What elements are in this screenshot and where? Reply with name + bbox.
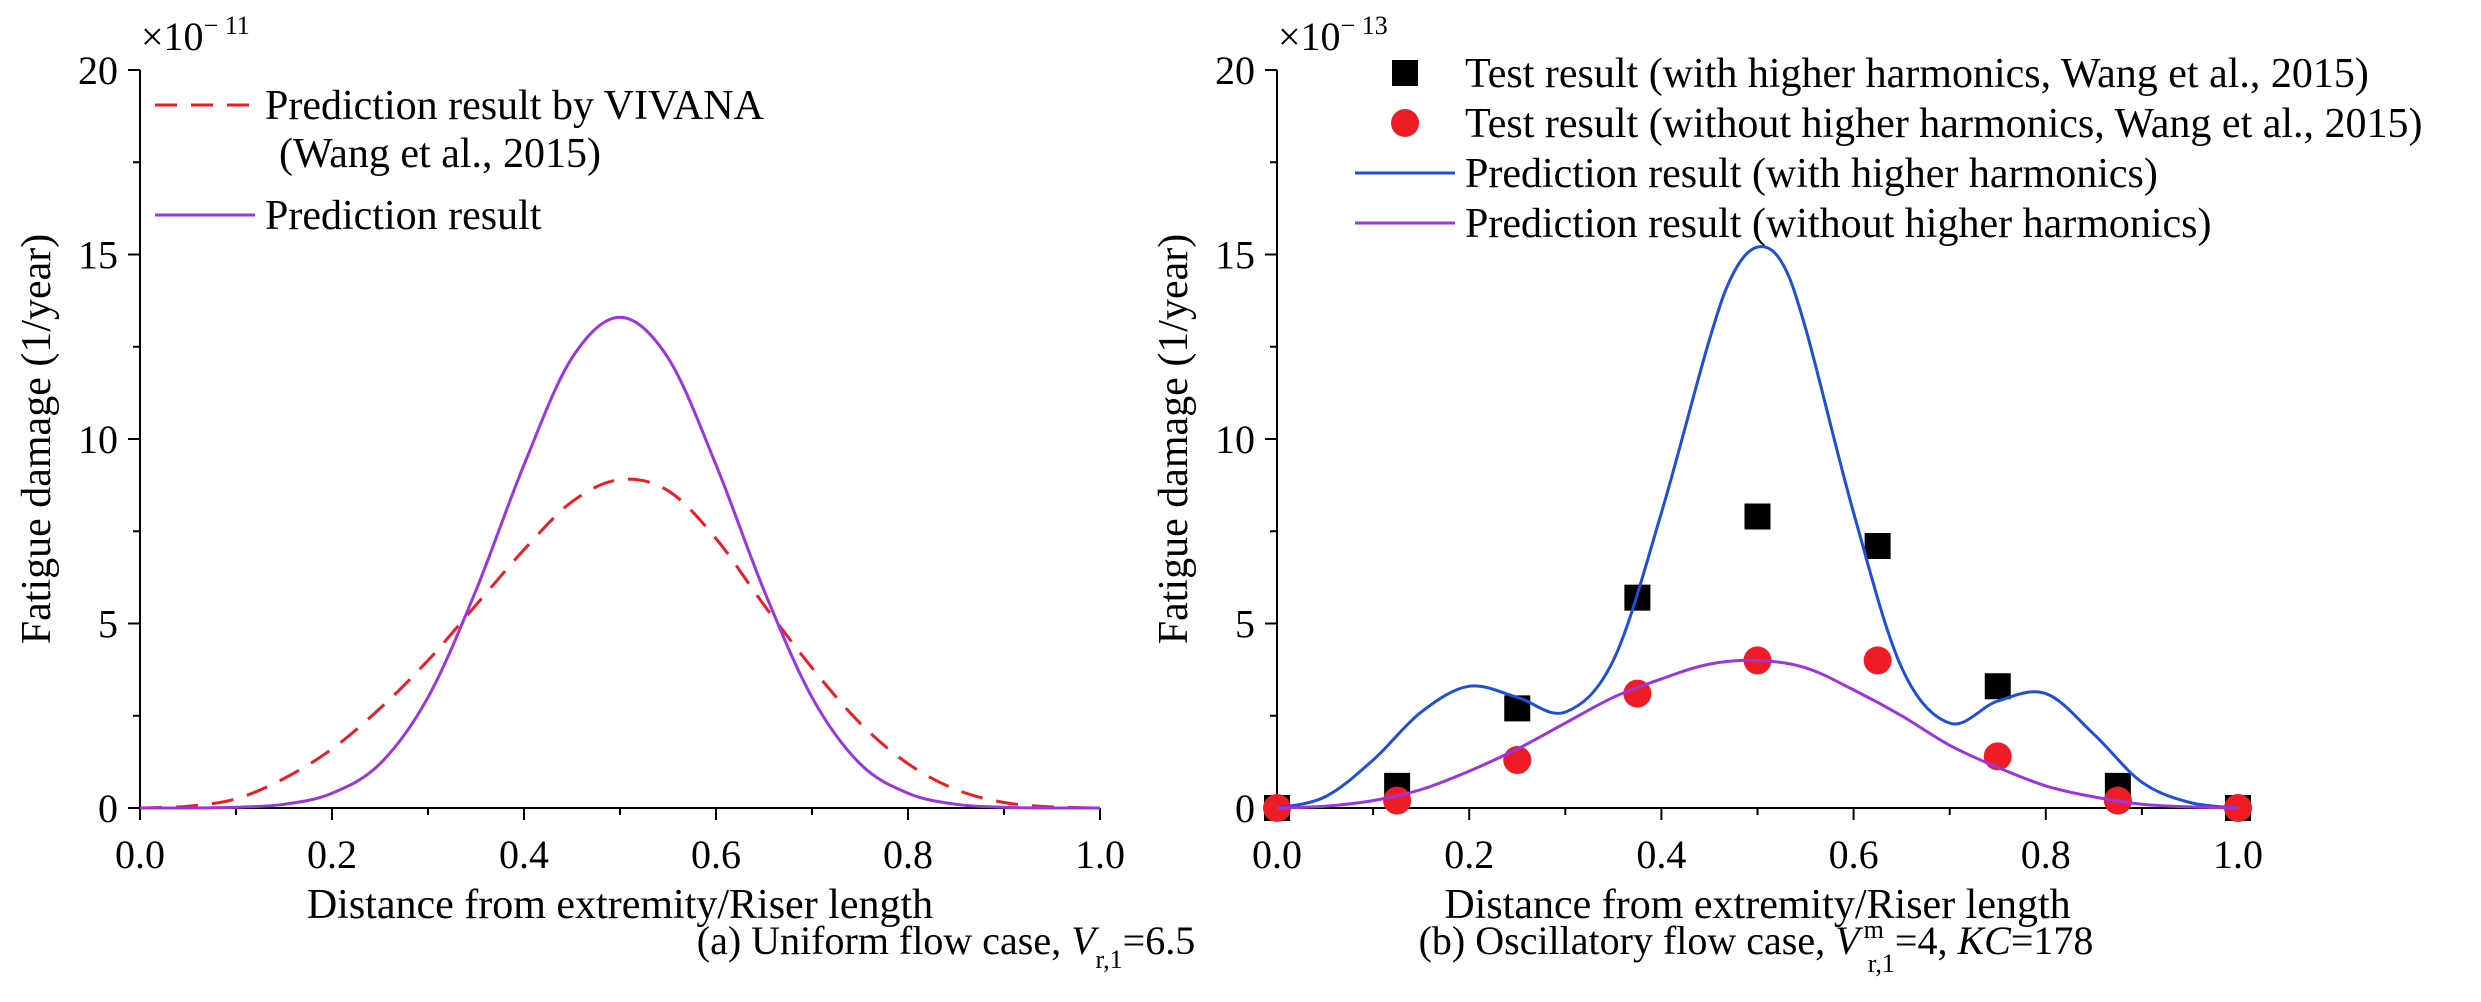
x-tick-label: 0.2 (307, 832, 357, 877)
series-line (140, 477, 1100, 810)
y-tick-label: 10 (1215, 417, 1255, 462)
panel-a: 0.0 0.2 0.4 0.6 0.8 1.0 0 5 10 15 20 ×10− 11 Distanc… (14, 11, 1195, 974)
y-tick-label: 10 (78, 417, 118, 462)
y-multiplier-exponent: − 11 (204, 11, 250, 40)
caption-variable-2: KC (1956, 918, 2012, 963)
data-point-square (1864, 533, 1891, 560)
y-tick-label: 20 (1215, 48, 1255, 93)
caption-suffix: =6.5 (1123, 918, 1196, 963)
panel-b: 0.0 0.2 0.4 0.6 0.8 1.0 0 5 10 15 20 ×10− 13 Distanc… (1151, 11, 2423, 978)
legend-label: Prediction result (with higher harmonics… (1465, 151, 2158, 197)
x-tick-label: 0.8 (2021, 832, 2071, 877)
y-tick-label: 5 (98, 602, 118, 647)
y-multiplier: ×10− 11 (141, 11, 250, 59)
series-line (1277, 245, 2238, 810)
legend-label: Prediction result (265, 193, 542, 239)
caption-subscript: r,1 (1868, 949, 1895, 978)
y-tick-label: 15 (1215, 233, 1255, 278)
x-tick-label: 0.0 (1252, 832, 1302, 877)
legend-label: Test result (with higher harmonics, Wang… (1465, 51, 2369, 97)
legend-label: Prediction result by VIVANA (265, 83, 765, 129)
x-tick-label: 1.0 (1075, 832, 1125, 877)
legend-label: Prediction result (without higher harmon… (1465, 201, 2212, 247)
data-point-square (1984, 673, 2011, 700)
y-multiplier-exponent: − 13 (1341, 11, 1388, 40)
caption-middle: =4, (1895, 918, 1958, 963)
x-tick-label: 0.6 (1829, 832, 1879, 877)
x-axis-label: Distance from extremity/Riser length (307, 882, 933, 928)
caption-subscript: r,1 (1096, 945, 1123, 974)
legend-label: Test result (without higher harmonics, W… (1465, 101, 2423, 147)
x-tick-label: 0.8 (883, 832, 933, 877)
y-multiplier: ×10− 13 (1278, 11, 1388, 59)
series-line (1277, 658, 2238, 810)
y-multiplier-base: ×10 (1278, 14, 1341, 59)
caption-prefix: (b) Oscillatory flow case, (1419, 918, 1836, 963)
y-tick-label: 0 (1235, 786, 1255, 831)
y-tick-label: 5 (1235, 602, 1255, 647)
y-tick-label: 15 (78, 233, 118, 278)
caption-prefix: (a) Uniform flow case, (697, 918, 1071, 963)
x-tick-label: 0.0 (115, 832, 165, 877)
x-tick-label: 0.4 (499, 832, 549, 877)
caption-variable: V (1071, 918, 1100, 963)
series-line (140, 315, 1100, 810)
x-tick-label: 0.2 (1444, 832, 1494, 877)
data-point-square (1744, 503, 1771, 530)
legend-swatch-circle (1391, 109, 1419, 137)
data-point-circle (1863, 646, 1892, 675)
y-tick-label: 0 (98, 786, 118, 831)
data-point-circle (1383, 786, 1412, 815)
x-tick-label: 0.6 (691, 832, 741, 877)
x-tick-label: 0.4 (1636, 832, 1686, 877)
x-tick-label: 1.0 (2213, 832, 2263, 877)
caption-variable: V (1835, 918, 1864, 963)
y-axis-label: Fatigue damage (1/year) (14, 234, 60, 644)
data-point-circle (1623, 679, 1652, 708)
y-tick-label: 20 (78, 48, 118, 93)
x-axis-label: Distance from extremity/Riser length (1444, 882, 2070, 928)
y-axis-label: Fatigue damage (1/year) (1151, 234, 1197, 644)
legend-label: (Wang et al., 2015) (279, 131, 601, 177)
panel-caption: (a) Uniform flow case, Vr,1=6.5 (697, 918, 1195, 974)
legend-swatch-square (1392, 60, 1418, 86)
caption-superscript: m (1864, 915, 1884, 944)
caption-suffix: =178 (2011, 918, 2094, 963)
y-multiplier-base: ×10 (141, 14, 204, 59)
